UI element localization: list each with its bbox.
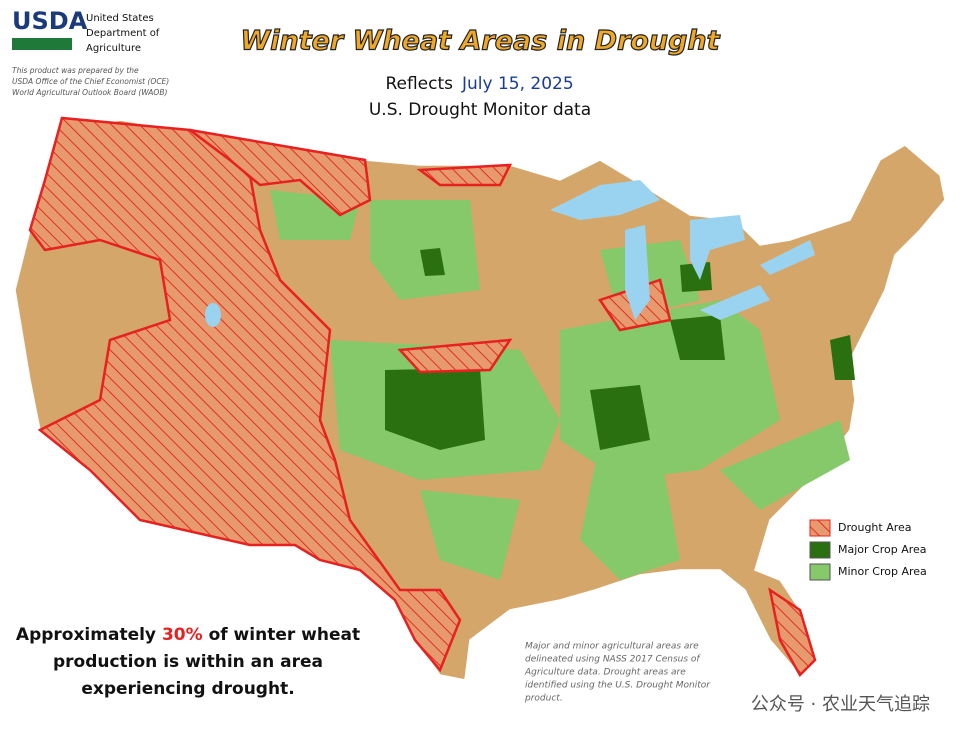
agency-line: United States [86,13,154,24]
note-line: Major and minor agricultural areas are [525,642,699,652]
credit-line: World Agricultural Outlook Board (WAOB) [12,88,167,97]
drought-areas [28,116,817,678]
logo-mark [12,38,72,50]
subtitle-prefix: Reflects [385,74,453,94]
summary-line: production is within an area [53,652,323,672]
legend: Drought Area Major Crop Area Minor Crop Ar… [809,519,927,581]
legend-label: Drought Area [838,521,912,534]
legend-label: Major Crop Area [838,543,927,556]
logo: USDA [12,7,88,35]
legend-swatch [809,541,831,559]
agency: United States Department of Agriculture [86,13,160,54]
summary-after: of winter wheat [209,625,361,645]
credit: This product was prepared by the USDA Off… [12,66,169,97]
summary-line: Approximately 30% of winter wheat [16,625,360,645]
summary-share: 30% [162,625,203,645]
agency-line: Agriculture [86,43,141,54]
title: Winter Wheat Areas in Drought [240,26,720,57]
note-line: delineated using NASS 2017 Census of [525,655,701,665]
legend-label: Minor Crop Area [838,565,927,578]
watermark: 公众号 · 农业天气追踪 [751,694,930,715]
subtitle-source: U.S. Drought Monitor data [369,100,591,120]
agency-line: Department of [86,28,160,39]
minor-crop-areas [270,190,850,580]
lakes [205,180,815,327]
note-line: product. [524,694,563,704]
summary-before: Approximately [16,625,156,645]
credit-line: This product was prepared by the [12,66,139,75]
legend-swatch [809,563,831,581]
note-line: Agriculture data. Drought areas are [524,668,686,678]
note-line: identified using the U.S. Drought Monito… [525,681,711,691]
note: Major and minor agricultural areas are de… [524,642,711,704]
credit-line: USDA Office of the Chief Economist (OCE) [12,77,169,86]
summary-line: experiencing drought. [81,679,294,699]
subtitle-date: July 15, 2025 [461,74,574,94]
legend-swatch [809,519,831,537]
